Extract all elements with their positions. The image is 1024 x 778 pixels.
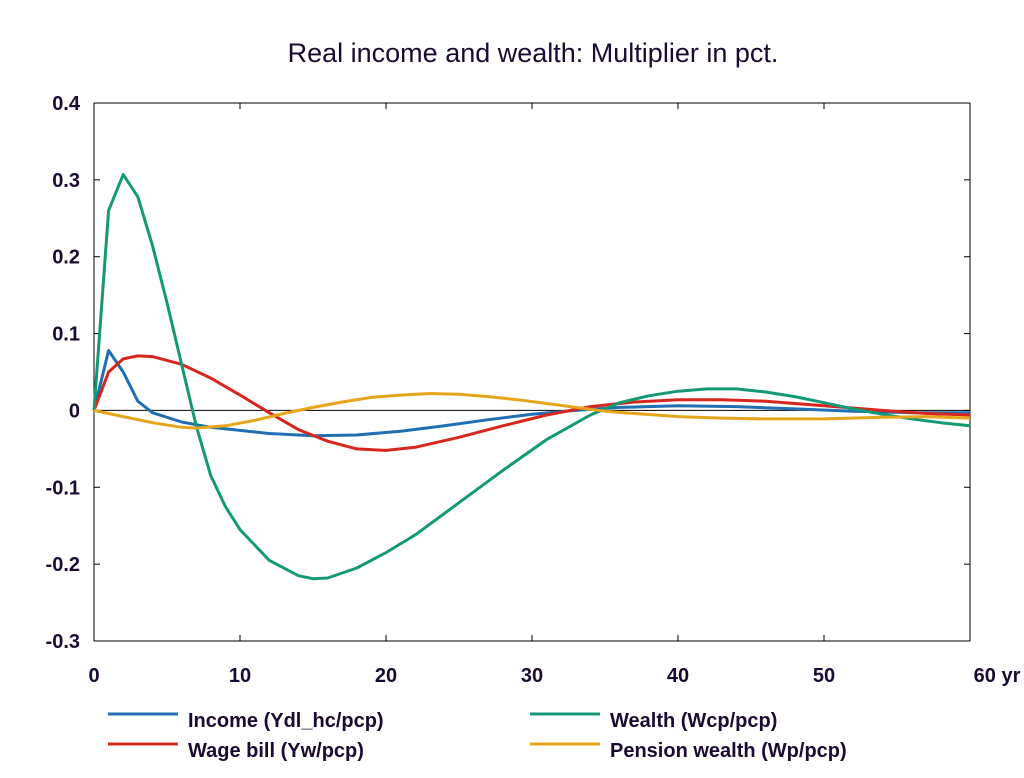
x-tick-label: 40 (667, 665, 689, 687)
y-tick-label: -0.2 (46, 554, 80, 576)
y-tick-label: 0.3 (52, 170, 80, 192)
y-tick-label: -0.3 (46, 631, 80, 653)
chart-title: Real income and wealth: Multiplier in pc… (288, 38, 779, 68)
legend: Income (Ydl_hc/pcp) Wage bill (Yw/pcp) Wea… (108, 710, 847, 762)
legend-label: Wage bill (Yw/pcp) (188, 740, 364, 762)
x-tick-label: 50 (813, 665, 835, 687)
y-tick-label: 0.2 (52, 247, 80, 269)
x-tick-label: 10 (229, 665, 251, 687)
series-line (92, 354, 971, 452)
series-line (92, 173, 971, 581)
series-lines (92, 173, 971, 581)
legend-label: Pension wealth (Wp/pcp) (610, 740, 847, 762)
x-tick-label: 20 (375, 665, 397, 687)
legend-label: Wealth (Wcp/pcp) (610, 710, 777, 732)
x-tick-label: 60 yr (974, 665, 1021, 687)
plot-area: -0.3 -0.2 -0.1 0 0.1 0.2 0.3 0.4 0 10 20 30 40 50 60 y… (46, 93, 1021, 687)
y-tick-label: 0 (69, 400, 80, 422)
y-tick-label: 0.1 (52, 324, 80, 346)
y-tick-label: 0.4 (52, 93, 81, 115)
series-line (93, 392, 971, 430)
legend-label: Income (Ydl_hc/pcp) (188, 710, 384, 732)
plot-frame (93, 102, 971, 642)
y-tick-label: -0.1 (46, 477, 80, 499)
x-tick-label: 0 (88, 665, 99, 687)
series-line (92, 349, 970, 438)
x-tick-label: 30 (521, 665, 543, 687)
